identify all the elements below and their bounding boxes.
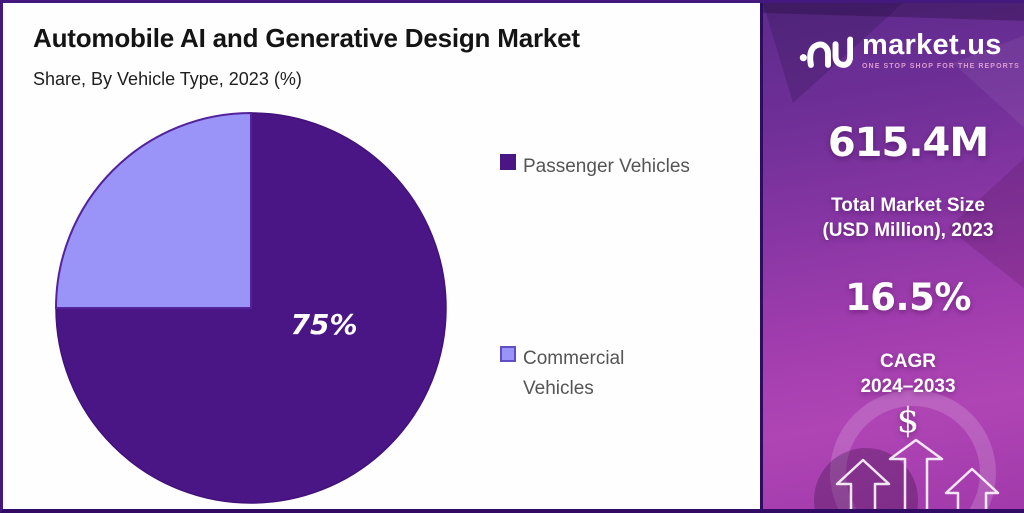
page-title: Automobile AI and Generative Design Mark…: [33, 23, 580, 53]
pie-chart: 75%: [55, 112, 447, 504]
stat-cagr-value: 16.5%: [845, 276, 971, 319]
market-us-logo-icon: [799, 36, 853, 68]
stat-cagr-label: CAGR 2024–2033: [793, 349, 1023, 399]
pie-data-label: 75%: [290, 308, 357, 341]
pie-slice-commercial: [55, 112, 252, 309]
brand-tagline: ONE STOP SHOP FOR THE REPORTS: [862, 63, 1020, 70]
stat-cagr-label-line2: 2024–2033: [860, 376, 956, 397]
up-arrow-icon-right: [944, 467, 1000, 509]
pie-slice-passenger: [55, 112, 447, 504]
legend-item-commercial: Commercial Vehicles: [500, 344, 641, 404]
brand-name: market.us: [862, 29, 1002, 61]
stat-market-size-label-line2: (USD Million), 2023: [822, 220, 994, 241]
stat-market-size-label-line1: Total Market Size: [831, 195, 985, 216]
legend-swatch-commercial: [500, 346, 516, 362]
legend-item-passenger: Passenger Vehicles: [500, 152, 690, 182]
up-arrow-icon-middle: [888, 438, 944, 509]
stat-market-size-value: 615.4M: [827, 120, 989, 166]
stat-cagr-label-line1: CAGR: [880, 351, 936, 372]
sidebar-panel: market.us ONE STOP SHOP FOR THE REPORTS …: [760, 3, 1024, 509]
growth-arrows-icon: [835, 438, 1000, 509]
up-arrow-icon-left: [835, 458, 891, 509]
dollar-icon: $: [896, 401, 920, 441]
brand-logo: market.us ONE STOP SHOP FOR THE REPORTS: [799, 30, 1020, 70]
page-subtitle: Share, By Vehicle Type, 2023 (%): [33, 69, 302, 89]
stat-market-size-label: Total Market Size (USD Million), 2023: [793, 193, 1023, 243]
legend-label-passenger: Passenger Vehicles: [523, 156, 690, 177]
legend-label-commercial: Commercial Vehicles: [523, 348, 625, 399]
legend-swatch-passenger: [500, 154, 516, 170]
sidebar-decor: [763, 3, 1024, 509]
